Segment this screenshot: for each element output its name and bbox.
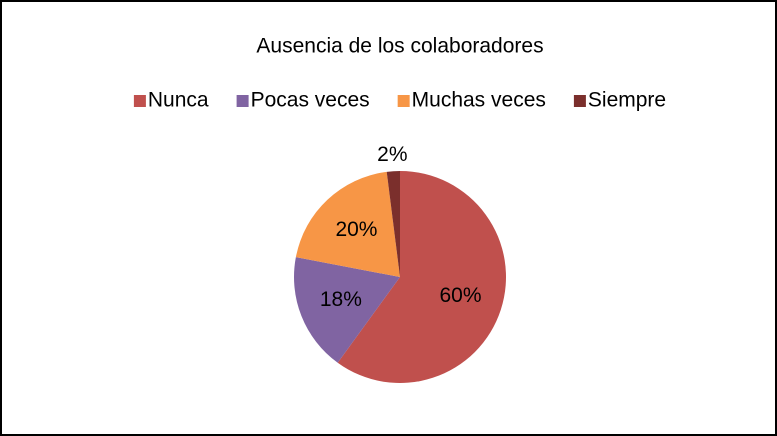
pie-slice: [295, 171, 400, 277]
legend-label: Pocas veces: [251, 89, 370, 112]
data-label: 2%: [377, 143, 407, 166]
legend-swatch: [133, 95, 146, 107]
legend-label: Nunca: [148, 89, 209, 112]
legend-label: Muchas veces: [412, 89, 546, 112]
data-label: 60%: [439, 284, 481, 307]
legend-swatch: [573, 95, 586, 107]
legend-label: Siempre: [588, 89, 666, 112]
data-label: 18%: [320, 288, 362, 311]
pie-slice: [386, 171, 400, 277]
legend-swatch: [236, 95, 249, 107]
chart-title: Ausencia de los colaboradores: [256, 35, 543, 58]
pie-slice: [294, 257, 400, 363]
legend-swatch: [397, 95, 410, 107]
pie-slice: [337, 171, 507, 383]
data-label: 20%: [335, 218, 377, 241]
